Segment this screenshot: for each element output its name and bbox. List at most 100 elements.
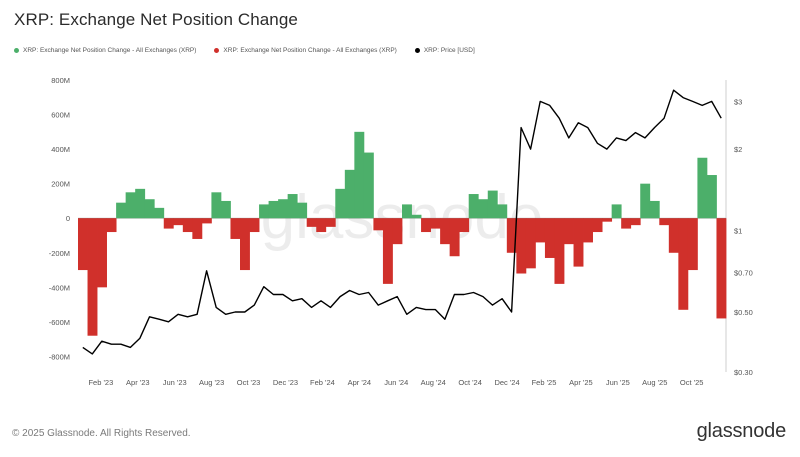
x-tick-label: Aug '25: [642, 378, 667, 387]
outflow-bar: [306, 218, 317, 227]
inflow-bar: [487, 190, 498, 219]
inflow-bar: [287, 194, 298, 219]
y-left-tick-label: -200M: [49, 249, 70, 258]
outflow-bar: [573, 218, 584, 267]
outflow-bar: [240, 218, 250, 271]
x-tick-label: Jun '23: [163, 378, 187, 387]
outflow-bar: [554, 218, 565, 284]
y-right-tick-label: $3: [734, 97, 742, 106]
copyright-text: © 2025 Glassnode. All Rights Reserved.: [12, 428, 191, 439]
inflow-bar: [344, 169, 355, 219]
outflow-bar: [87, 218, 98, 336]
outflow-bar: [382, 218, 393, 284]
outflow-bar: [525, 218, 536, 269]
inflow-bar: [154, 207, 165, 219]
netflow-series: [78, 131, 727, 336]
inflow-bar: [640, 183, 651, 219]
outflow-bar: [249, 218, 260, 233]
inflow-bar: [649, 200, 660, 219]
inflow-bar: [259, 204, 269, 219]
inflow-bar: [697, 157, 708, 219]
outflow-bar: [430, 218, 441, 229]
legend: XRP: Exchange Net Position Change - All …: [14, 47, 475, 54]
y-right-tick-label: $2: [734, 145, 742, 154]
x-tick-label: Oct '23: [237, 378, 261, 387]
outflow-bar: [716, 218, 727, 319]
legend-item-outflow[interactable]: XRP: Exchange Net Position Change - All …: [214, 47, 397, 54]
outflow-bar: [230, 218, 241, 239]
legend-label-inflow: XRP: Exchange Net Position Change - All …: [23, 47, 197, 54]
outflow-bar: [440, 218, 451, 245]
outflow-bar: [621, 218, 632, 229]
inflow-bar: [220, 200, 231, 219]
legend-label-outflow: XRP: Exchange Net Position Change - All …: [223, 47, 397, 54]
y-right-tick-label: $1: [734, 227, 742, 236]
outflow-bar: [392, 218, 403, 245]
outflow-bar: [668, 218, 679, 253]
outflow-bar: [506, 218, 517, 253]
y-left-tick-label: 600M: [51, 111, 70, 120]
x-tick-label: Oct '24: [458, 378, 482, 387]
outflow-bar: [78, 218, 88, 271]
legend-dot-inflow: [14, 48, 19, 53]
x-tick-label: Apr '25: [569, 378, 593, 387]
outflow-bar: [316, 218, 327, 233]
legend-item-price[interactable]: XRP: Price [USD]: [414, 47, 475, 54]
x-tick-label: Feb '23: [88, 378, 113, 387]
outflow-bar: [373, 218, 384, 231]
outflow-bar: [201, 218, 212, 224]
outflow-bar: [592, 218, 603, 233]
inflow-bar: [497, 204, 508, 219]
inflow-bar: [411, 214, 422, 219]
outflow-bar: [630, 218, 641, 226]
chart-title: XRP: Exchange Net Position Change: [14, 10, 298, 29]
inflow-bar: [278, 199, 289, 219]
x-tick-label: Aug '23: [199, 378, 224, 387]
legend-item-inflow[interactable]: XRP: Exchange Net Position Change - All …: [14, 47, 196, 54]
inflow-bar: [297, 202, 308, 219]
y-left-tick-label: -600M: [49, 318, 70, 327]
y-right-tick-label: $0.70: [734, 268, 753, 277]
y-left-tick-label: -800M: [49, 352, 70, 361]
inflow-bar: [268, 200, 279, 219]
outflow-bar: [659, 218, 670, 226]
inflow-bar: [135, 188, 146, 219]
price-line: [82, 89, 722, 355]
x-tick-label: Dec '24: [494, 378, 519, 387]
legend-dot-price: [414, 48, 420, 53]
x-tick-label: Jun '24: [384, 378, 408, 387]
x-tick-label: Jun '25: [606, 378, 630, 387]
outflow-bar: [106, 218, 117, 233]
x-tick-label: Oct '25: [680, 378, 704, 387]
y-left-tick-label: 800M: [51, 76, 70, 85]
outflow-bar: [583, 218, 593, 243]
outflow-bar: [535, 218, 546, 243]
inflow-bar: [611, 204, 622, 219]
x-tick-label: Apr '24: [348, 378, 372, 387]
legend-label-price: XRP: Price [USD]: [423, 47, 475, 54]
outflow-bar: [687, 218, 698, 271]
inflow-bar: [211, 192, 222, 219]
inflow-bar: [116, 202, 127, 219]
outflow-bar: [544, 218, 555, 258]
outflow-bar: [516, 218, 527, 274]
y-left-tick-label: -400M: [49, 283, 70, 292]
x-tick-label: Apr '23: [126, 378, 150, 387]
inflow-bar: [354, 131, 365, 219]
glassnode-logo: glassnode: [696, 420, 787, 442]
y-left-tick-label: 200M: [51, 180, 70, 189]
outflow-bar: [564, 218, 574, 245]
x-tick-label: Feb '25: [532, 378, 557, 387]
inflow-bar: [144, 199, 155, 219]
y-right-tick-label: $0.30: [734, 368, 753, 377]
inflow-bar: [402, 204, 412, 219]
x-tick-label: Dec '23: [273, 378, 298, 387]
outflow-bar: [449, 218, 460, 257]
outflow-bar: [421, 218, 431, 233]
outflow-bar: [173, 218, 184, 226]
x-tick-label: Aug '24: [421, 378, 446, 387]
outflow-bar: [192, 218, 203, 239]
inflow-bar: [335, 188, 346, 219]
inflow-bar: [363, 152, 374, 219]
